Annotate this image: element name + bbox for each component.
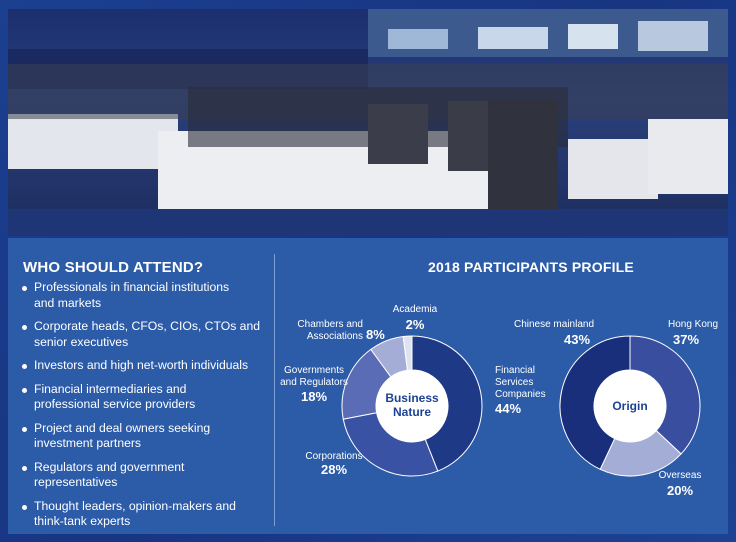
profile-heading: 2018 PARTICIPANTS PROFILE <box>428 259 634 275</box>
value-academia: 2% <box>406 317 425 332</box>
business-center-line-1: Business <box>385 391 439 405</box>
label-chambers-1: Chambers and <box>297 319 363 330</box>
info-panel: WHO SHOULD ATTEND? Professionals in fina… <box>8 238 728 534</box>
label-governments-2: and Regulators <box>280 377 348 388</box>
list-item: Investors and high net-worth individuals <box>20 358 270 374</box>
list-item: Corporate heads, CFOs, CIOs, CTOs and sen… <box>20 319 270 350</box>
column-divider <box>274 254 275 526</box>
value-chinese-mainland: 43% <box>564 332 590 347</box>
list-item: Regulators and government representatives <box>20 460 270 491</box>
label-chinese-mainland: Chinese mainland <box>514 319 594 330</box>
value-hong-kong: 37% <box>673 332 699 347</box>
value-governments: 18% <box>301 389 327 404</box>
list-item: Professionals in financial institutions a… <box>20 280 270 311</box>
label-financial-3: Companies <box>495 389 546 400</box>
list-item: Financial intermediaries and professional… <box>20 382 270 413</box>
conference-photo <box>8 9 728 236</box>
profile-charts: Business Nature Origin Financial Service… <box>280 304 718 498</box>
label-corporations: Corporations <box>305 451 362 462</box>
origin-donut <box>559 335 701 477</box>
list-item: Thought leaders, opinion-makers and think… <box>20 499 270 530</box>
attend-list: Professionals in financial institutions a… <box>20 280 270 538</box>
value-chambers: 8% <box>366 327 385 342</box>
origin-donut-hole <box>594 370 666 442</box>
value-financial: 44% <box>495 401 521 416</box>
label-hong-kong: Hong Kong <box>668 319 718 330</box>
business-donut-hole <box>376 370 448 442</box>
value-corporations: 28% <box>321 462 347 477</box>
list-item: Project and deal owners seeking investmen… <box>20 421 270 452</box>
label-chambers-2: Associations <box>307 331 363 342</box>
label-financial-2: Services <box>495 377 533 388</box>
attend-heading: WHO SHOULD ATTEND? <box>23 259 204 276</box>
origin-center-label: Origin <box>612 399 647 413</box>
origin-slice-2 <box>559 335 631 471</box>
value-overseas: 20% <box>667 483 693 498</box>
business-center-line-2: Nature <box>393 405 431 419</box>
label-academia: Academia <box>393 304 438 315</box>
label-overseas: Overseas <box>659 470 702 481</box>
label-financial-1: Financial <box>495 365 535 376</box>
label-governments-1: Governments <box>284 365 344 376</box>
